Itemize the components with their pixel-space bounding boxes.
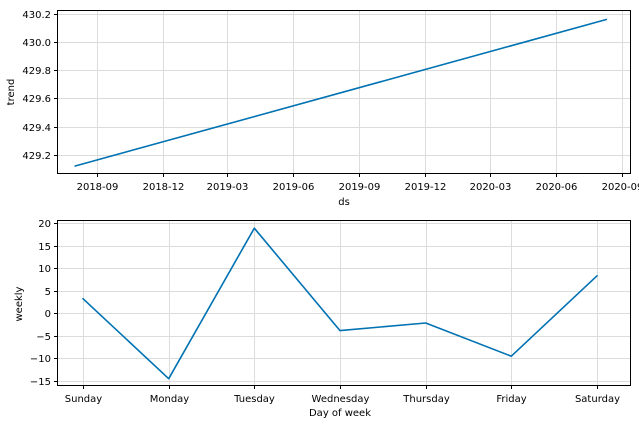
- trend-grid: [58, 11, 630, 173]
- trend-x-tick-label: 2019-09: [339, 182, 381, 193]
- weekly-x-ticks: Sunday Monday Tuesday Wednesday Thursday Frid…: [65, 385, 620, 405]
- trend-x-tick-label: 2019-06: [273, 182, 315, 193]
- trend-x-tick-label: 2020-09: [602, 182, 639, 193]
- weekly-y-tick-label: 10: [38, 264, 51, 275]
- weekly-y-tick-label: 0: [45, 309, 51, 320]
- weekly-y-tick-label: −10: [30, 354, 51, 365]
- weekly-plot-frame: [57, 220, 631, 386]
- trend-x-tick-label: 2019-12: [405, 182, 447, 193]
- weekly-y-axis-label: weekly: [14, 286, 25, 321]
- weekly-x-tick-label: Sunday: [65, 394, 102, 405]
- weekly-x-tick-label: Saturday: [575, 394, 620, 405]
- weekly-grid: [58, 221, 630, 385]
- trend-x-tick-label: 2020-06: [536, 182, 578, 193]
- weekly-x-tick-label: Thursday: [402, 394, 450, 405]
- weekly-x-tick-label: Tuesday: [233, 394, 275, 405]
- weekly-y-ticks: −15 −10 −5 0 5 10 15 20: [30, 219, 58, 388]
- trend-panel: 2018-09 2018-12 2019-03 2019-06 2019-09 2019-…: [6, 10, 639, 208]
- weekly-x-axis-label: Day of week: [309, 408, 371, 419]
- trend-y-tick-label: 429.2: [22, 151, 51, 162]
- weekly-x-tick-label: Monday: [150, 394, 190, 405]
- trend-y-tick-label: 429.4: [22, 123, 51, 134]
- weekly-y-tick-label: 5: [45, 287, 51, 298]
- trend-y-axis-label: trend: [6, 79, 17, 106]
- weekly-y-tick-label: −15: [30, 377, 51, 388]
- weekly-y-tick-label: 20: [38, 219, 51, 230]
- trend-y-tick-label: 430.2: [22, 10, 51, 21]
- trend-y-tick-label: 430.0: [22, 38, 51, 49]
- trend-plot-frame: [57, 10, 631, 174]
- weekly-y-tick-label: −5: [36, 332, 51, 343]
- weekly-line: [82, 227, 598, 380]
- trend-x-tick-label: 2018-09: [77, 182, 119, 193]
- trend-x-tick-label: 2018-12: [143, 182, 185, 193]
- trend-y-tick-label: 429.6: [22, 94, 51, 105]
- weekly-x-tick-label: Wednesday: [312, 394, 370, 405]
- weekly-y-tick-label: 15: [38, 242, 51, 253]
- weekly-panel: Sunday Monday Tuesday Wednesday Thursday Frid…: [14, 219, 631, 419]
- trend-y-tick-label: 429.8: [22, 66, 51, 77]
- trend-line: [74, 18, 608, 167]
- trend-x-ticks: 2018-09 2018-12 2019-03 2019-06 2019-09 2019-…: [77, 173, 639, 193]
- weekly-series: [82, 227, 598, 380]
- trend-series: [74, 18, 608, 167]
- trend-x-tick-label: 2019-03: [207, 182, 249, 193]
- trend-y-ticks: 429.2 429.4 429.6 429.8 430.0 430.2: [22, 10, 58, 162]
- trend-x-axis-label: ds: [338, 197, 350, 208]
- weekly-x-tick-label: Friday: [496, 394, 526, 405]
- trend-x-tick-label: 2020-03: [470, 182, 512, 193]
